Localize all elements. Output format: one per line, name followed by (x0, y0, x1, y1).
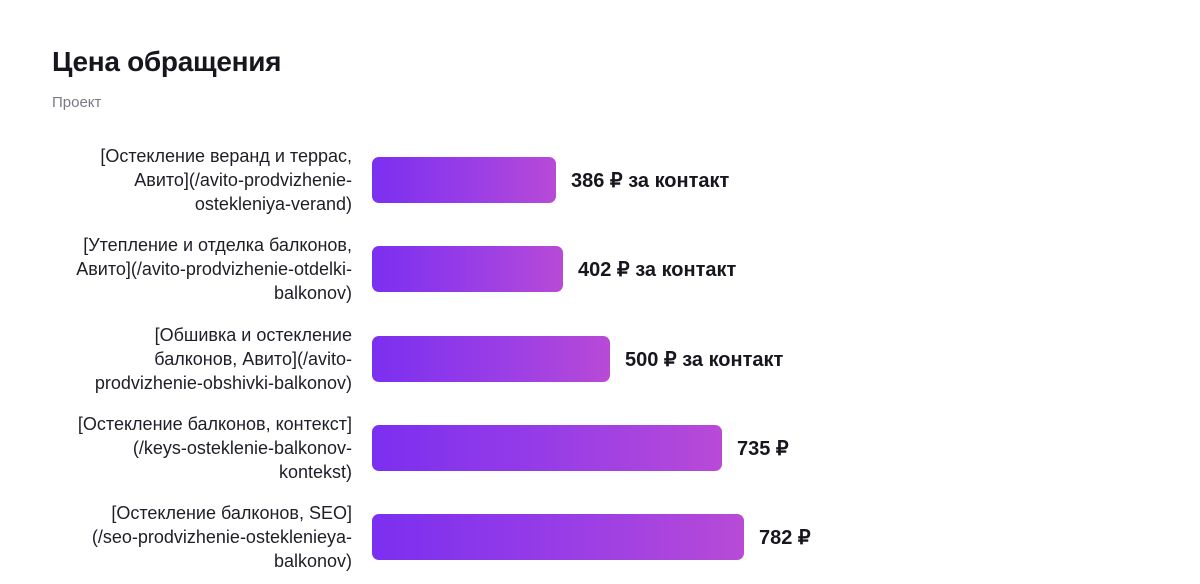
category-label-line: ostekleniya-verand) (194, 194, 352, 214)
bar (372, 424, 722, 471)
bar-value-label: 782 ₽ (759, 527, 811, 549)
bar-row: [Обшивка и остекление балконов, Авито](/a… (0, 325, 1200, 405)
bar-row: [Утепление и отделка балконов, Авито](/av… (0, 235, 1200, 315)
category-label: [Остекление веранд и террас, Авито](/avit… (32, 144, 352, 216)
category-label-line: балконов, Авито](/avito- (154, 348, 352, 369)
category-label-line: [Остекление балконов, контекст] (77, 413, 352, 434)
category-label-line: [Утепление и отделка балконов, (83, 235, 352, 256)
category-label: [Остекление балконов, SEO] (/seo-prodvizh… (32, 501, 352, 573)
chart-subtitle: Проект (52, 94, 102, 111)
category-label-line: prodvizhenie-obshivki-balkonov) (94, 372, 352, 393)
category-label-line: balkonov) (273, 283, 352, 304)
bar (372, 514, 744, 560)
category-label-line: (/keys-osteklenie-balkonov- (132, 437, 352, 458)
category-label-line: [Обшивка и остекление (154, 324, 352, 345)
bar-row: [Остекление балконов, SEO] (/seo-prodvizh… (0, 503, 1200, 583)
category-label-line: Авито](/avito-prodvizhenie- (134, 170, 352, 190)
bar (372, 246, 563, 293)
bar (372, 335, 610, 382)
chart-title: Цена обращения (52, 46, 282, 77)
bar-value-label: 402 ₽ за контакт (578, 259, 737, 282)
category-label-line: (/seo-prodvizhenie-osteklenieya- (91, 527, 352, 547)
bar-row: [Остекление балконов, контекст] (/keys-os… (0, 414, 1200, 494)
category-label: [Утепление и отделка балконов, Авито](/av… (32, 233, 352, 305)
category-label: [Обшивка и остекление балконов, Авито](/a… (32, 323, 352, 395)
category-label-line: [Остекление балконов, SEO] (111, 503, 352, 523)
category-label-line: balkonov) (273, 551, 352, 571)
category-label-line: kontekst) (278, 461, 352, 482)
bar (372, 157, 556, 203)
category-label: [Остекление балконов, контекст] (/keys-os… (32, 412, 352, 484)
bar-row: [Остекление веранд и террас, Авито](/avit… (0, 146, 1200, 226)
bar-value-label: 386 ₽ за контакт (571, 170, 730, 192)
category-label-line: Авито](/avito-prodvizhenie-otdelki- (76, 259, 352, 280)
bar-value-label: 500 ₽ за контакт (625, 348, 784, 371)
category-label-line: [Остекление веранд и террас, (100, 146, 352, 166)
bar-value-label: 735 ₽ (737, 437, 789, 460)
